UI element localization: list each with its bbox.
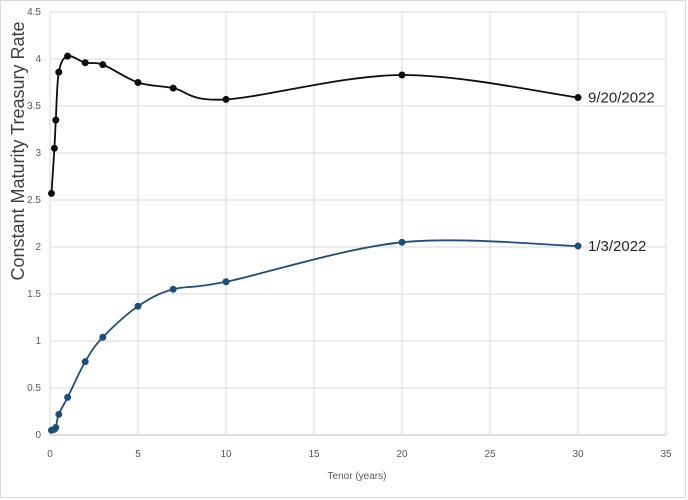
- y-tick-label: 2: [35, 242, 41, 253]
- y-tick-label: 1: [35, 336, 41, 347]
- data-point: [52, 116, 60, 124]
- axes: 0 5 10 15 20 25 30 35 0 0.5 1 1.5 2 2.5 3 3.5 4 4.5: [27, 7, 672, 460]
- y-tick-label: 0.5: [27, 383, 41, 394]
- data-point: [169, 84, 177, 92]
- gridlines: [49, 11, 667, 436]
- x-tick-label: 25: [484, 449, 496, 460]
- data-point: [52, 423, 60, 431]
- x-tick-label: 15: [308, 449, 320, 460]
- y-tick-label: 0: [35, 430, 41, 441]
- data-point: [134, 302, 142, 310]
- data-point: [222, 278, 230, 286]
- x-tick-label: 30: [572, 449, 584, 460]
- data-point: [574, 94, 582, 102]
- y-tick-label: 3: [35, 148, 41, 159]
- data-point: [64, 52, 72, 60]
- series-line-0: [50, 55, 579, 194]
- x-tick-label: 35: [660, 449, 672, 460]
- data-point: [99, 333, 107, 341]
- data-point: [134, 79, 142, 86]
- data-point: [55, 410, 63, 418]
- data-point: [222, 95, 230, 103]
- data-point: [55, 68, 63, 76]
- x-tick-label: 0: [47, 449, 53, 460]
- y-tick-label: 2.5: [27, 195, 41, 206]
- y-tick-label: 4: [35, 54, 41, 65]
- series-layer: 9/20/2022 1/3/2022: [47, 52, 655, 434]
- y-tick-label: 1.5: [27, 289, 41, 300]
- data-point: [169, 285, 177, 293]
- data-point: [50, 144, 58, 152]
- data-point: [99, 61, 107, 69]
- y-axis-title: Constant Maturity Treasury Rate: [8, 21, 28, 280]
- x-tick-label: 10: [220, 449, 232, 460]
- y-tick-label: 4.5: [27, 7, 41, 18]
- series-line-1: [51, 239, 579, 432]
- x-tick-label: 5: [135, 449, 141, 460]
- data-point: [47, 189, 55, 197]
- x-axis-title: Tenor (years): [328, 471, 387, 482]
- data-point: [574, 242, 582, 250]
- data-point: [398, 238, 406, 246]
- x-tick-label: 20: [396, 449, 408, 460]
- data-point: [64, 393, 72, 401]
- data-point: [81, 358, 89, 366]
- y-tick-label: 3.5: [27, 101, 41, 112]
- data-point: [398, 71, 406, 79]
- series-label: 1/3/2022: [588, 238, 646, 255]
- data-point: [81, 59, 89, 67]
- series-label: 9/20/2022: [588, 90, 655, 107]
